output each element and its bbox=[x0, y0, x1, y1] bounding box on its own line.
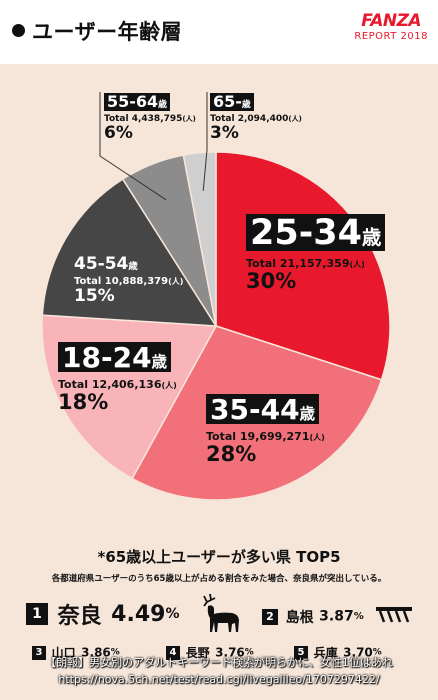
rank-3: 3 山口 3.86% bbox=[32, 642, 120, 661]
percent-label: 15% bbox=[74, 286, 115, 306]
total-label: Total 21,157,359(人) bbox=[246, 257, 365, 270]
brand: FANZA REPORT 2018 bbox=[354, 12, 428, 44]
rank-5: 5 兵庫 3.70% bbox=[294, 642, 382, 661]
prefecture-value: 3.76 bbox=[215, 645, 245, 660]
age-label: 25-34歳 bbox=[246, 214, 386, 251]
prefecture-value: 4.49 bbox=[111, 601, 166, 627]
age-label: 55-64歳 bbox=[104, 93, 170, 111]
source-caption: 【朗報】男女別のアダルトキーワード検索が明らかに、女性1位はあれ https:/… bbox=[0, 654, 438, 688]
shrine-rope-icon bbox=[376, 607, 412, 623]
total-label: Total 19,699,271(人) bbox=[206, 430, 325, 443]
label-25-34: 25-34歳 Total 21,157,359(人) 30% bbox=[246, 214, 386, 293]
top5-title: *65歳以上ユーザーが多い県 TOP5 bbox=[97, 548, 341, 566]
total-label: Total 10,888,379(人) bbox=[74, 276, 184, 287]
percent-label: 3% bbox=[210, 123, 239, 143]
prefecture-name: 兵庫 bbox=[313, 646, 338, 660]
leader-line-55-64 bbox=[99, 92, 167, 201]
rank-4: 4 長野 3.76% bbox=[166, 642, 254, 661]
brand-report: REPORT 2018 bbox=[354, 31, 428, 42]
rank-number: 2 bbox=[262, 608, 278, 625]
prefecture-name: 島根 bbox=[285, 609, 314, 626]
percent-label: 30% bbox=[246, 269, 297, 293]
rank-1: 1 奈良 4.49% bbox=[26, 598, 179, 630]
brand-logo: FANZA bbox=[361, 11, 422, 31]
prefecture-name: 長野 bbox=[185, 646, 210, 660]
pie-slice-45-54 bbox=[41, 178, 218, 327]
total-label: Total 2,094,400(人) bbox=[210, 114, 302, 124]
total-label: Total 4,438,795(人) bbox=[104, 114, 196, 124]
rank-number: 5 bbox=[294, 645, 308, 660]
bullet-dot-icon bbox=[12, 24, 25, 37]
percent-label: 18% bbox=[58, 390, 109, 414]
label-65-plus: 65-歳 Total 2,094,400(人) 3% bbox=[210, 92, 302, 143]
age-label: 35-44歳 bbox=[206, 394, 319, 424]
label-35-44: 35-44歳 Total 19,699,271(人) 28% bbox=[206, 394, 325, 466]
prefecture-value: 3.86 bbox=[81, 645, 111, 660]
age-label: 65-歳 bbox=[210, 93, 254, 111]
prefecture-name: 山口 bbox=[51, 646, 76, 660]
prefecture-value: 3.70 bbox=[343, 645, 373, 660]
prefecture-name: 奈良 bbox=[57, 604, 102, 629]
age-label: 18-24歳 bbox=[58, 342, 171, 372]
page-title: ユーザー年齢層 bbox=[32, 20, 183, 44]
pie-slice-65-plus bbox=[182, 151, 217, 327]
rank-number: 3 bbox=[32, 645, 46, 660]
rank-number: 1 bbox=[26, 603, 48, 625]
header-bar: ユーザー年齢層 FANZA REPORT 2018 bbox=[0, 0, 438, 64]
top5-subtitle: 各都道府県ユーザーのうち65歳以上が占める割合をみた場合、奈良県が突出している。 bbox=[51, 574, 387, 584]
label-18-24: 18-24歳 Total 12,406,136(人) 18% bbox=[58, 342, 177, 414]
rank-number: 4 bbox=[166, 645, 180, 660]
total-label: Total 12,406,136(人) bbox=[58, 378, 177, 391]
deer-icon bbox=[203, 593, 239, 632]
percent-label: 6% bbox=[104, 123, 133, 143]
age-label: 45-54歳 bbox=[74, 254, 138, 274]
label-55-64: 55-64歳 Total 4,438,795(人) 6% bbox=[104, 92, 196, 143]
percent-label: 28% bbox=[206, 442, 257, 466]
prefecture-value: 3.87 bbox=[319, 608, 354, 625]
caption-url[interactable]: https://nova.5ch.net/test/read.cgi/liveg… bbox=[58, 673, 380, 686]
label-45-54: 45-54歳 Total 10,888,379(人) 15% bbox=[74, 254, 183, 306]
leader-line-65-plus bbox=[202, 92, 208, 191]
caption-headline: 【朗報】男女別のアダルトキーワード検索が明らかに、女性1位はあれ bbox=[45, 656, 393, 669]
rank-2: 2 島根 3.87% bbox=[262, 606, 364, 627]
